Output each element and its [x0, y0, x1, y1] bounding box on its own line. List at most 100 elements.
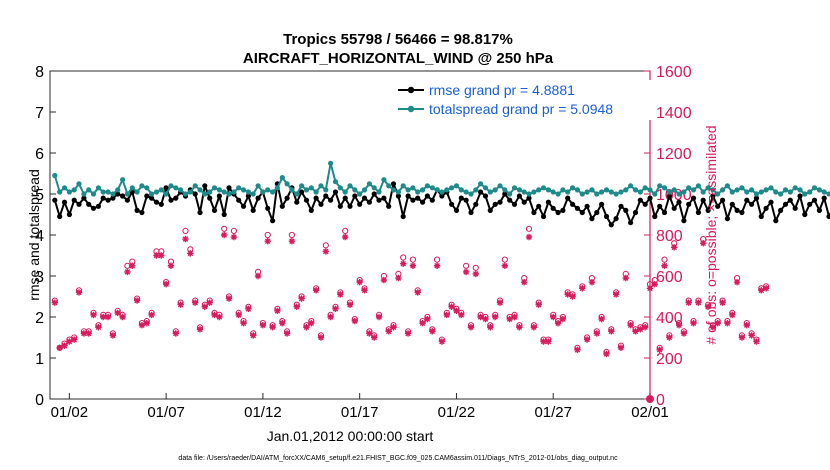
left-tick-label: 6	[35, 146, 44, 163]
rmse-point	[366, 199, 372, 205]
rmse-point	[584, 203, 590, 209]
rmse-point	[144, 193, 150, 199]
totalspread-point	[652, 191, 658, 197]
rmse-point	[540, 213, 547, 220]
rmse-point	[758, 213, 764, 220]
totalspread-point	[507, 191, 513, 197]
totalspread-point	[303, 187, 310, 193]
rmse-point	[216, 193, 222, 199]
obs_assimilated-point	[641, 324, 649, 331]
rmse-point	[463, 197, 469, 203]
totalspread-point	[342, 189, 348, 195]
rmse-point	[255, 195, 261, 201]
totalspread-point	[328, 160, 334, 166]
rmse-point	[332, 189, 339, 195]
right-tick-label: 800	[656, 228, 683, 245]
obs_assimilated-point	[216, 313, 223, 321]
obs_assimilated-point	[143, 319, 150, 327]
obs_assimilated-point	[554, 319, 562, 327]
totalspread-point	[811, 185, 818, 191]
left-tick-label: 3	[35, 269, 44, 286]
totalspread-point	[773, 189, 779, 195]
totalspread-point	[429, 185, 435, 191]
obs_assimilated-point	[400, 260, 407, 267]
totalspread-point	[395, 189, 401, 195]
left-tick-label: 5	[35, 187, 44, 204]
obs_assimilated-point	[704, 303, 712, 310]
rmse-point	[749, 201, 755, 207]
rmse-point	[323, 193, 329, 199]
rmse-point	[628, 220, 634, 226]
totalspread-point	[163, 191, 169, 197]
obs_assimilated-point	[458, 311, 465, 319]
rmse-point	[487, 207, 493, 213]
totalspread-point	[487, 189, 493, 195]
totalspread-point	[473, 187, 479, 193]
obs_assimilated-point	[264, 237, 271, 245]
obs_assimilated-point	[675, 322, 683, 329]
obs_assimilated-point	[487, 324, 494, 331]
obs_possible-point	[472, 264, 479, 271]
totalspread-point	[129, 185, 135, 191]
rmse-point	[502, 191, 508, 197]
obs_assimilated-point	[651, 281, 659, 288]
obs_assimilated-point	[467, 324, 475, 331]
totalspread-point	[284, 181, 290, 187]
rmse-point	[763, 205, 769, 211]
obs_assimilated-point	[366, 330, 373, 337]
rmse-point	[536, 203, 542, 209]
obs_possible-point	[342, 227, 349, 234]
totalspread-point	[318, 183, 324, 189]
totalspread-point	[100, 189, 106, 195]
obs_assimilated-point	[230, 233, 238, 241]
totalspread-point	[66, 189, 72, 195]
obs_assimilated-point	[612, 291, 620, 298]
obs_assimilated-point	[182, 235, 189, 243]
rmse-point	[647, 195, 653, 201]
rmse-point	[303, 197, 310, 203]
totalspread-point	[410, 185, 416, 191]
rmse-point	[826, 213, 830, 220]
totalspread-point	[787, 189, 793, 195]
totalspread-point	[124, 191, 130, 197]
obs_assimilated-point	[148, 311, 155, 319]
obs_assimilated-point	[762, 285, 770, 292]
totalspread-point	[386, 183, 392, 189]
totalspread-point	[647, 187, 653, 193]
totalspread-point	[76, 181, 82, 187]
rmse-point	[574, 205, 581, 211]
totalspread-point	[289, 187, 295, 193]
obs_assimilated-point	[414, 289, 421, 296]
totalspread-point	[458, 187, 464, 193]
totalspread-point	[400, 183, 406, 189]
obs_possible-point	[322, 242, 329, 249]
rmse-point	[671, 205, 677, 211]
rmse-point	[686, 201, 692, 207]
rmse-point	[429, 197, 435, 203]
totalspread-point	[555, 191, 561, 197]
right-tick-label: 0	[656, 392, 665, 409]
rmse-point	[153, 199, 160, 205]
rmse-line	[53, 182, 830, 226]
totalspread-point	[139, 183, 145, 189]
totalspread-point	[821, 189, 827, 195]
rmse-point	[197, 209, 203, 216]
rmse-point	[782, 201, 789, 207]
obs_assimilated-point	[138, 322, 146, 329]
obs_assimilated-point	[564, 291, 571, 298]
rmse-point	[386, 203, 392, 209]
obs_assimilated-point	[346, 301, 354, 308]
rmse-point	[739, 209, 745, 216]
rmse-point	[61, 199, 68, 205]
rmse-point	[700, 197, 706, 203]
obs_assimilated-point	[100, 313, 107, 321]
rmse-series	[52, 181, 830, 228]
totalspread-point	[115, 187, 121, 193]
rmse-point	[236, 197, 242, 203]
obs_assimilated-point	[167, 262, 175, 269]
obs_assimilated-point	[520, 278, 528, 286]
totalspread-point	[729, 189, 735, 195]
obs_assimilated-point	[583, 336, 591, 343]
totalspread-point	[661, 185, 668, 191]
totalspread-point	[134, 189, 140, 195]
